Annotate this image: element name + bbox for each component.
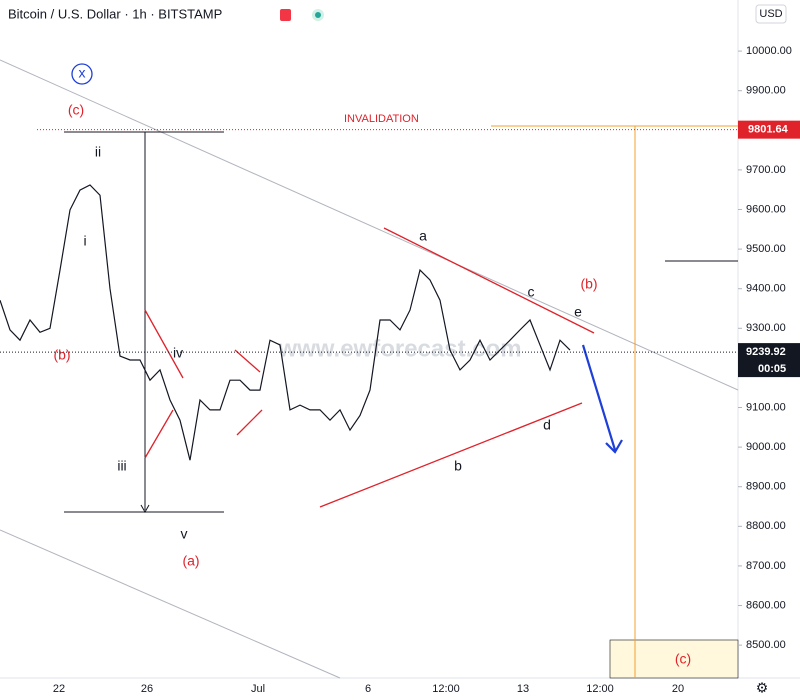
x-tick-label: 12:00 <box>432 683 460 695</box>
projection-arrow <box>581 344 623 454</box>
wave-label: d <box>543 417 551 433</box>
wave-label: iii <box>117 458 126 474</box>
y-tick-label: 8600.00 <box>746 599 786 611</box>
last-price-tag <box>738 343 800 378</box>
y-tick-label: 9300.00 <box>746 322 786 334</box>
price-line <box>0 184 571 461</box>
wave-lines <box>144 227 595 508</box>
countdown: 00:05 <box>758 363 786 375</box>
settings-icon[interactable]: ⚙ <box>756 680 769 696</box>
invalidation-price: 9801.64 <box>748 124 789 136</box>
wave-label: (b) <box>580 276 597 292</box>
wave-label: ii <box>95 144 101 160</box>
x-tick-label: 20 <box>672 683 684 695</box>
y-tick-label: 9900.00 <box>746 85 786 97</box>
wave-label: i <box>83 233 86 249</box>
y-tick-label: 9500.00 <box>746 243 786 255</box>
wave-label: iv <box>173 345 183 361</box>
y-tick-label: 8800.00 <box>746 520 786 532</box>
chart-title: Bitcoin / U.S. Dollar · 1h · BITSTAMP <box>8 6 222 21</box>
y-tick-label: 8900.00 <box>746 481 786 493</box>
wave-label: a <box>419 228 427 244</box>
last-price: 9239.92 <box>746 346 786 358</box>
y-tick-label: 8500.00 <box>746 639 786 651</box>
flag-icon <box>280 9 291 21</box>
wave-label: v <box>181 526 188 542</box>
y-tick-label: 9600.00 <box>746 203 786 215</box>
wave-label: e <box>574 304 582 320</box>
wave-label: (a) <box>182 553 199 569</box>
currency: USD <box>759 8 782 20</box>
y-tick-label: 9100.00 <box>746 401 786 413</box>
x-circle <box>71 63 93 85</box>
x-tick-label: 12:00 <box>586 683 614 695</box>
arrow-head <box>140 504 150 514</box>
y-tick-label: 10000.00 <box>746 45 792 57</box>
x-tick-label: 22 <box>53 683 65 695</box>
wave-label: (c) <box>675 651 691 667</box>
invalidation-label: INVALIDATION <box>344 113 419 125</box>
y-tick-label: 8700.00 <box>746 560 786 572</box>
x-tick-label: 26 <box>141 683 153 695</box>
wave-label: c <box>528 284 535 300</box>
watermark: www.ewforecast.com <box>277 335 521 362</box>
channel-line <box>0 59 739 391</box>
wave-label: (c) <box>68 102 84 118</box>
channel-line <box>0 529 341 679</box>
y-tick-label: 9700.00 <box>746 164 786 176</box>
invalidation-tag <box>738 120 800 139</box>
y-tick-label: 9400.00 <box>746 283 786 295</box>
wave-label: b <box>454 458 462 474</box>
x-tick-label: Jul <box>251 683 265 695</box>
wave-label: x <box>79 65 86 81</box>
currency-box[interactable] <box>755 4 787 24</box>
x-tick-label: 13 <box>517 683 529 695</box>
y-tick-label: 9000.00 <box>746 441 786 453</box>
wave-label: (b) <box>53 347 70 363</box>
x-tick-label: 6 <box>365 683 371 695</box>
target-box <box>609 639 739 679</box>
status-dot <box>315 12 321 18</box>
